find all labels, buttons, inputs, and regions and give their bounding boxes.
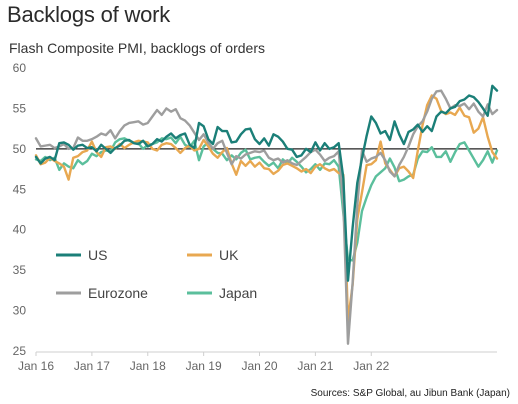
y-tick-label: 55 <box>13 101 27 115</box>
y-tick-label: 60 <box>13 61 27 75</box>
legend-label-japan: Japan <box>219 285 257 301</box>
legend-label-us: US <box>88 247 107 263</box>
y-tick-label: 25 <box>13 344 27 358</box>
x-tick-label: Jan 20 <box>241 359 277 373</box>
series-line-uk <box>34 94 499 323</box>
chart-title: Backlogs of work <box>7 2 171 27</box>
legend-label-uk: UK <box>219 247 239 263</box>
source-note: Sources: S&P Global, au Jibun Bank (Japa… <box>310 388 510 399</box>
x-tick-label: Jan 22 <box>353 359 389 373</box>
chart-subtitle: Flash Composite PMI, backlogs of orders <box>9 40 265 56</box>
legend-label-eurozone: Eurozone <box>88 285 148 301</box>
series-line-eurozone <box>34 89 499 345</box>
x-tick-label: Jan 19 <box>186 359 222 373</box>
x-tick-label: Jan 21 <box>297 359 333 373</box>
y-tick-label: 35 <box>13 263 27 277</box>
y-tick-label: 45 <box>13 182 27 196</box>
x-tick-label: Jan 17 <box>74 359 110 373</box>
series-line-us <box>34 84 499 282</box>
y-tick-label: 40 <box>13 223 27 237</box>
y-tick-label: 50 <box>13 142 27 156</box>
x-tick-label: Jan 16 <box>18 359 54 373</box>
y-tick-label: 30 <box>13 304 27 318</box>
x-tick-label: Jan 18 <box>130 359 166 373</box>
